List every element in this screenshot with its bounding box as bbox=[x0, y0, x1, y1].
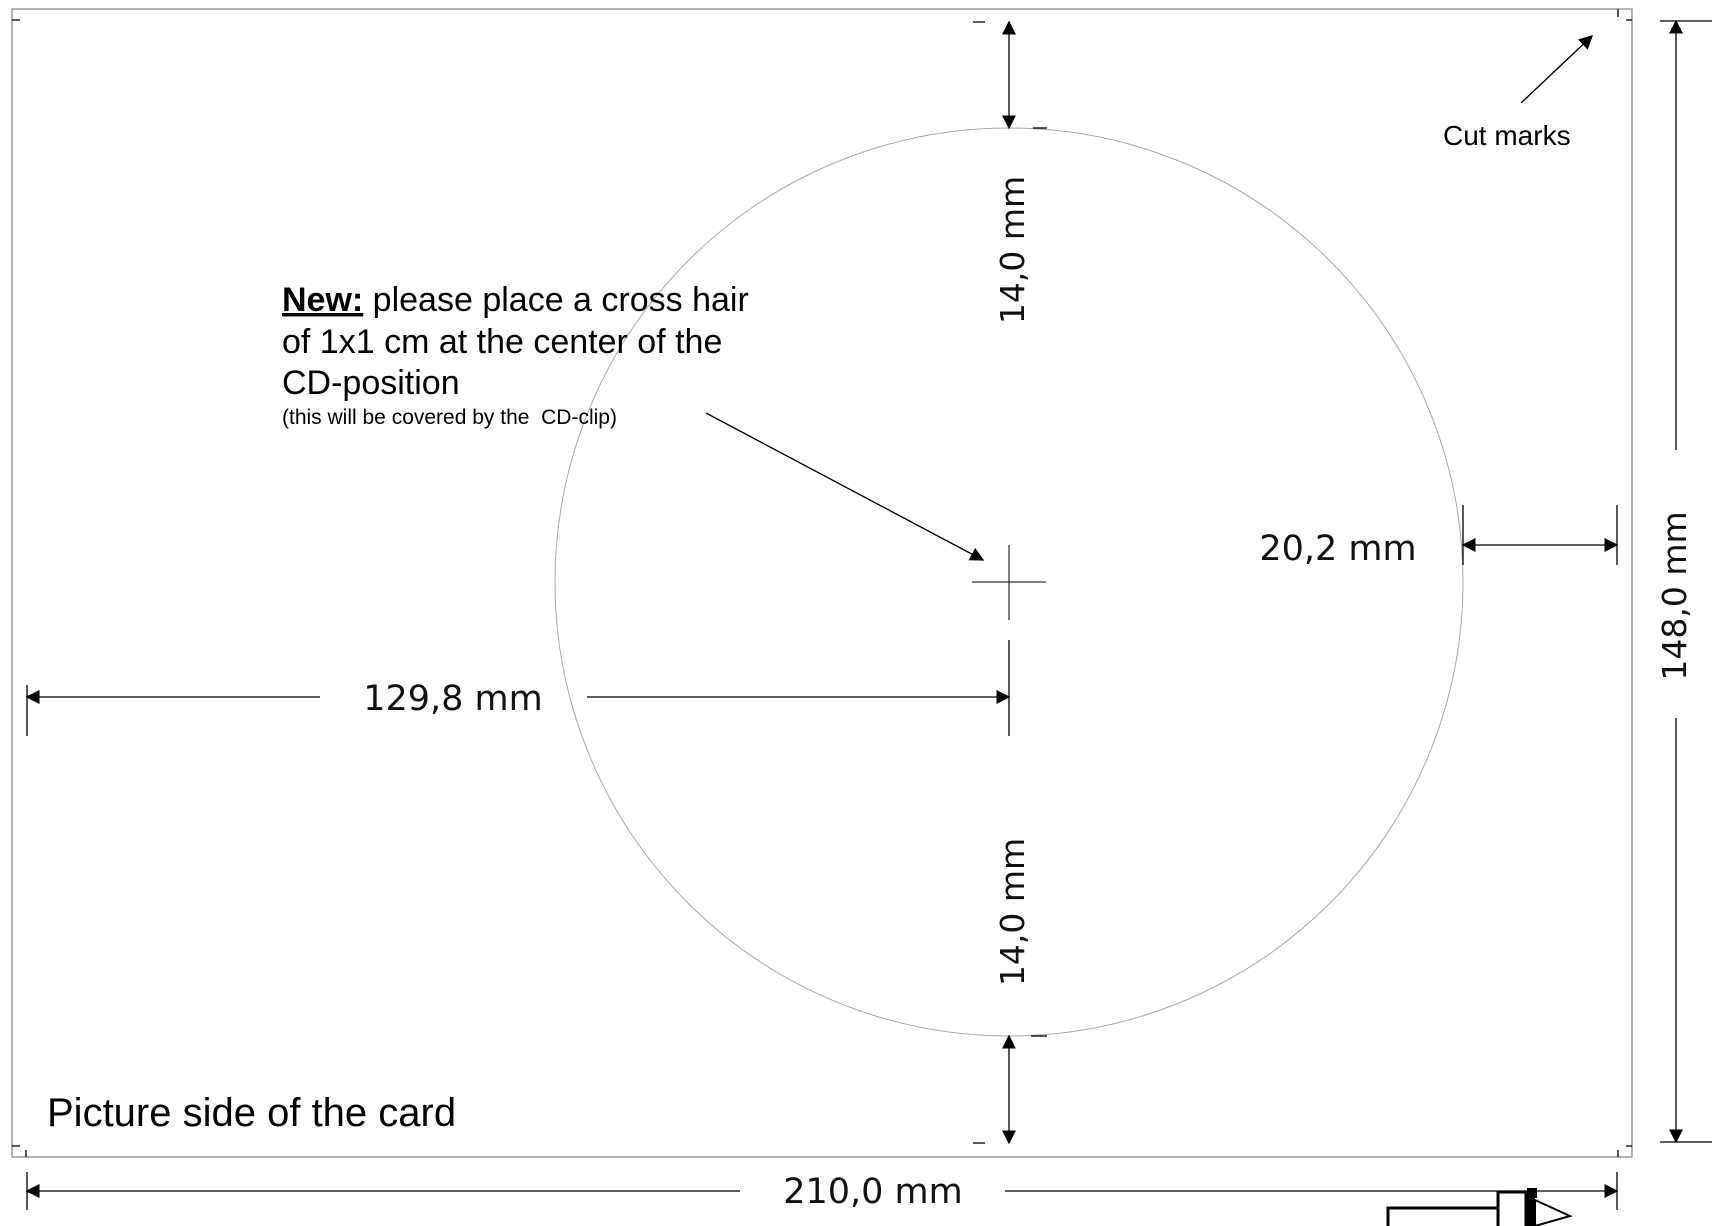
bottom-gap-dimension bbox=[973, 1034, 1047, 1145]
logo bbox=[1386, 1188, 1573, 1226]
new-note-line1-rest: please place a cross hair bbox=[363, 281, 749, 319]
card-height-dimension bbox=[1660, 19, 1712, 1144]
new-note-line3: CD-position bbox=[282, 364, 460, 402]
bottom-gap-label: 14,0 mm bbox=[993, 838, 1032, 986]
cut-marks-pointer bbox=[1520, 35, 1594, 104]
top-gap-label: 14,0 mm bbox=[993, 176, 1032, 324]
top-gap-dimension bbox=[973, 20, 1047, 130]
new-note-small: (this will be covered by the CD-clip) bbox=[282, 406, 617, 429]
right-gap-dimension bbox=[1461, 505, 1619, 565]
new-note-bold: New: bbox=[282, 281, 363, 319]
center-from-left-dimension bbox=[25, 640, 1011, 736]
right-gap-label: 20,2 mm bbox=[1259, 529, 1416, 569]
card-border bbox=[11, 8, 1633, 1158]
card-height-label: 148,0 mm bbox=[1655, 511, 1694, 680]
new-note-line2: of 1x1 cm at the center of the bbox=[282, 323, 722, 361]
new-note-line1: New: please place a cross hair bbox=[282, 281, 749, 319]
cross-hair bbox=[972, 545, 1046, 620]
picture-side-label: Picture side of the card bbox=[47, 1091, 456, 1135]
cut-marks bbox=[12, 9, 1632, 1157]
card-width-label: 210,0 mm bbox=[783, 1172, 963, 1212]
center-from-left-label: 129,8 mm bbox=[363, 679, 543, 719]
note-pointer bbox=[705, 412, 985, 561]
cut-marks-label: Cut marks bbox=[1443, 120, 1571, 151]
